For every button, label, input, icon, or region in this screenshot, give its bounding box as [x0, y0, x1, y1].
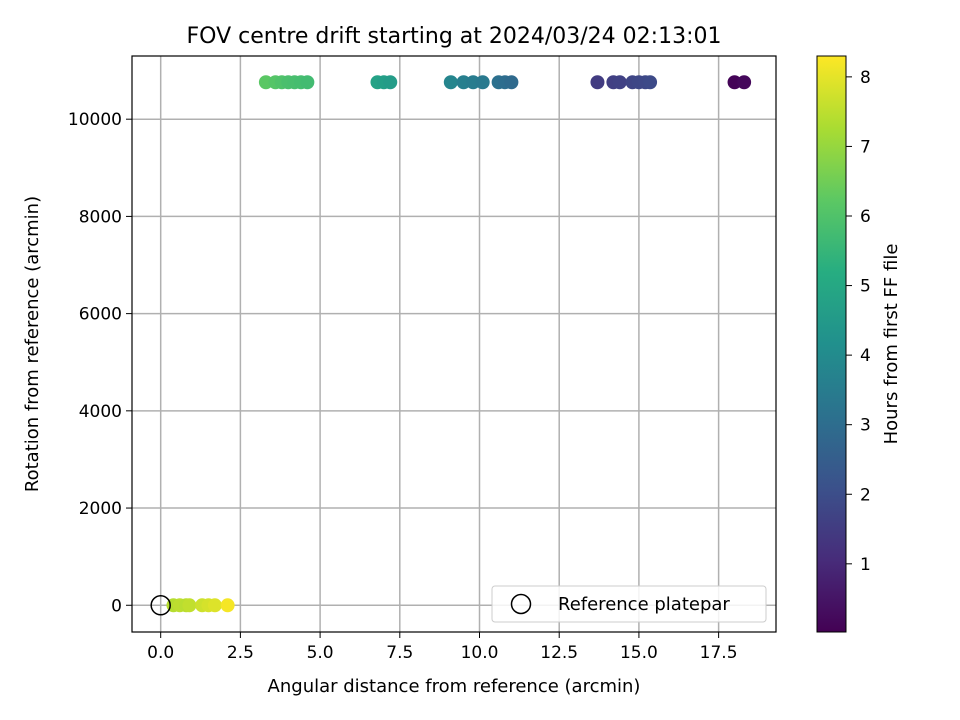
x-tick-label: 2.5 — [227, 643, 254, 663]
x-tick-label: 0.0 — [147, 643, 174, 663]
x-axis-ticks: 0.0 2.5 5.0 7.5 10.0 12.5 15.0 17.5 — [147, 632, 738, 663]
data-point — [300, 75, 315, 90]
data-point — [182, 598, 197, 613]
colorbar-tick-label: 6 — [860, 207, 871, 227]
data-point — [220, 598, 235, 613]
data-point — [643, 75, 658, 90]
reference-platepar-marker — [150, 595, 171, 616]
y-tick-label: 8000 — [79, 207, 122, 227]
colorbar-tick-label: 2 — [860, 485, 871, 505]
x-axis-label: Angular distance from reference (arcmin) — [268, 676, 641, 697]
legend-marker-icon — [510, 593, 532, 615]
plot-frame — [131, 55, 777, 633]
colorbar: 1 2 3 4 5 6 7 8 Hours from first FF file — [816, 55, 902, 633]
chart-title: FOV centre drift starting at 2024/03/24 … — [187, 24, 722, 49]
x-tick-label: 12.5 — [540, 643, 578, 663]
colorbar-tick-label: 8 — [860, 68, 871, 88]
x-tick-label: 7.5 — [386, 643, 413, 663]
x-tick-label: 15.0 — [620, 643, 658, 663]
legend: Reference platepar — [491, 585, 767, 623]
legend-label: Reference platepar — [558, 594, 730, 615]
data-point — [443, 75, 458, 90]
data-point — [466, 75, 481, 90]
y-axis-label: Rotation from reference (arcmin) — [22, 196, 43, 492]
data-point — [456, 75, 471, 90]
colorbar-tick-label: 7 — [860, 137, 871, 157]
data-point — [727, 75, 742, 90]
colorbar-label: Hours from first FF file — [881, 244, 902, 445]
y-tick-label: 2000 — [79, 499, 122, 519]
data-point — [475, 75, 490, 90]
data-point — [383, 75, 398, 90]
x-tick-label: 10.0 — [461, 643, 499, 663]
y-tick-label: 4000 — [79, 402, 122, 422]
colorbar-tick-label: 3 — [860, 416, 871, 436]
data-point — [590, 75, 605, 90]
data-point — [737, 75, 752, 90]
x-tick-label: 5.0 — [307, 643, 334, 663]
colorbar-tick-label: 1 — [860, 555, 871, 575]
legend-box — [491, 585, 767, 623]
y-tick-label: 10000 — [68, 110, 122, 130]
y-axis-ticks: 0 2000 4000 6000 8000 10000 — [68, 110, 132, 616]
colorbar-ticks: 1 2 3 4 5 6 7 8 — [846, 68, 871, 575]
data-point — [258, 75, 273, 90]
data-point — [207, 598, 222, 613]
data-points — [166, 75, 752, 613]
y-tick-label: 0 — [111, 596, 122, 616]
x-tick-label: 17.5 — [700, 643, 738, 663]
y-tick-label: 6000 — [79, 305, 122, 325]
data-point — [504, 75, 519, 90]
data-point — [612, 75, 627, 90]
grid-lines — [132, 56, 776, 632]
colorbar-gradient — [816, 55, 847, 633]
colorbar-tick-label: 5 — [860, 277, 871, 297]
reference-layer — [150, 595, 171, 616]
colorbar-tick-label: 4 — [860, 346, 871, 366]
